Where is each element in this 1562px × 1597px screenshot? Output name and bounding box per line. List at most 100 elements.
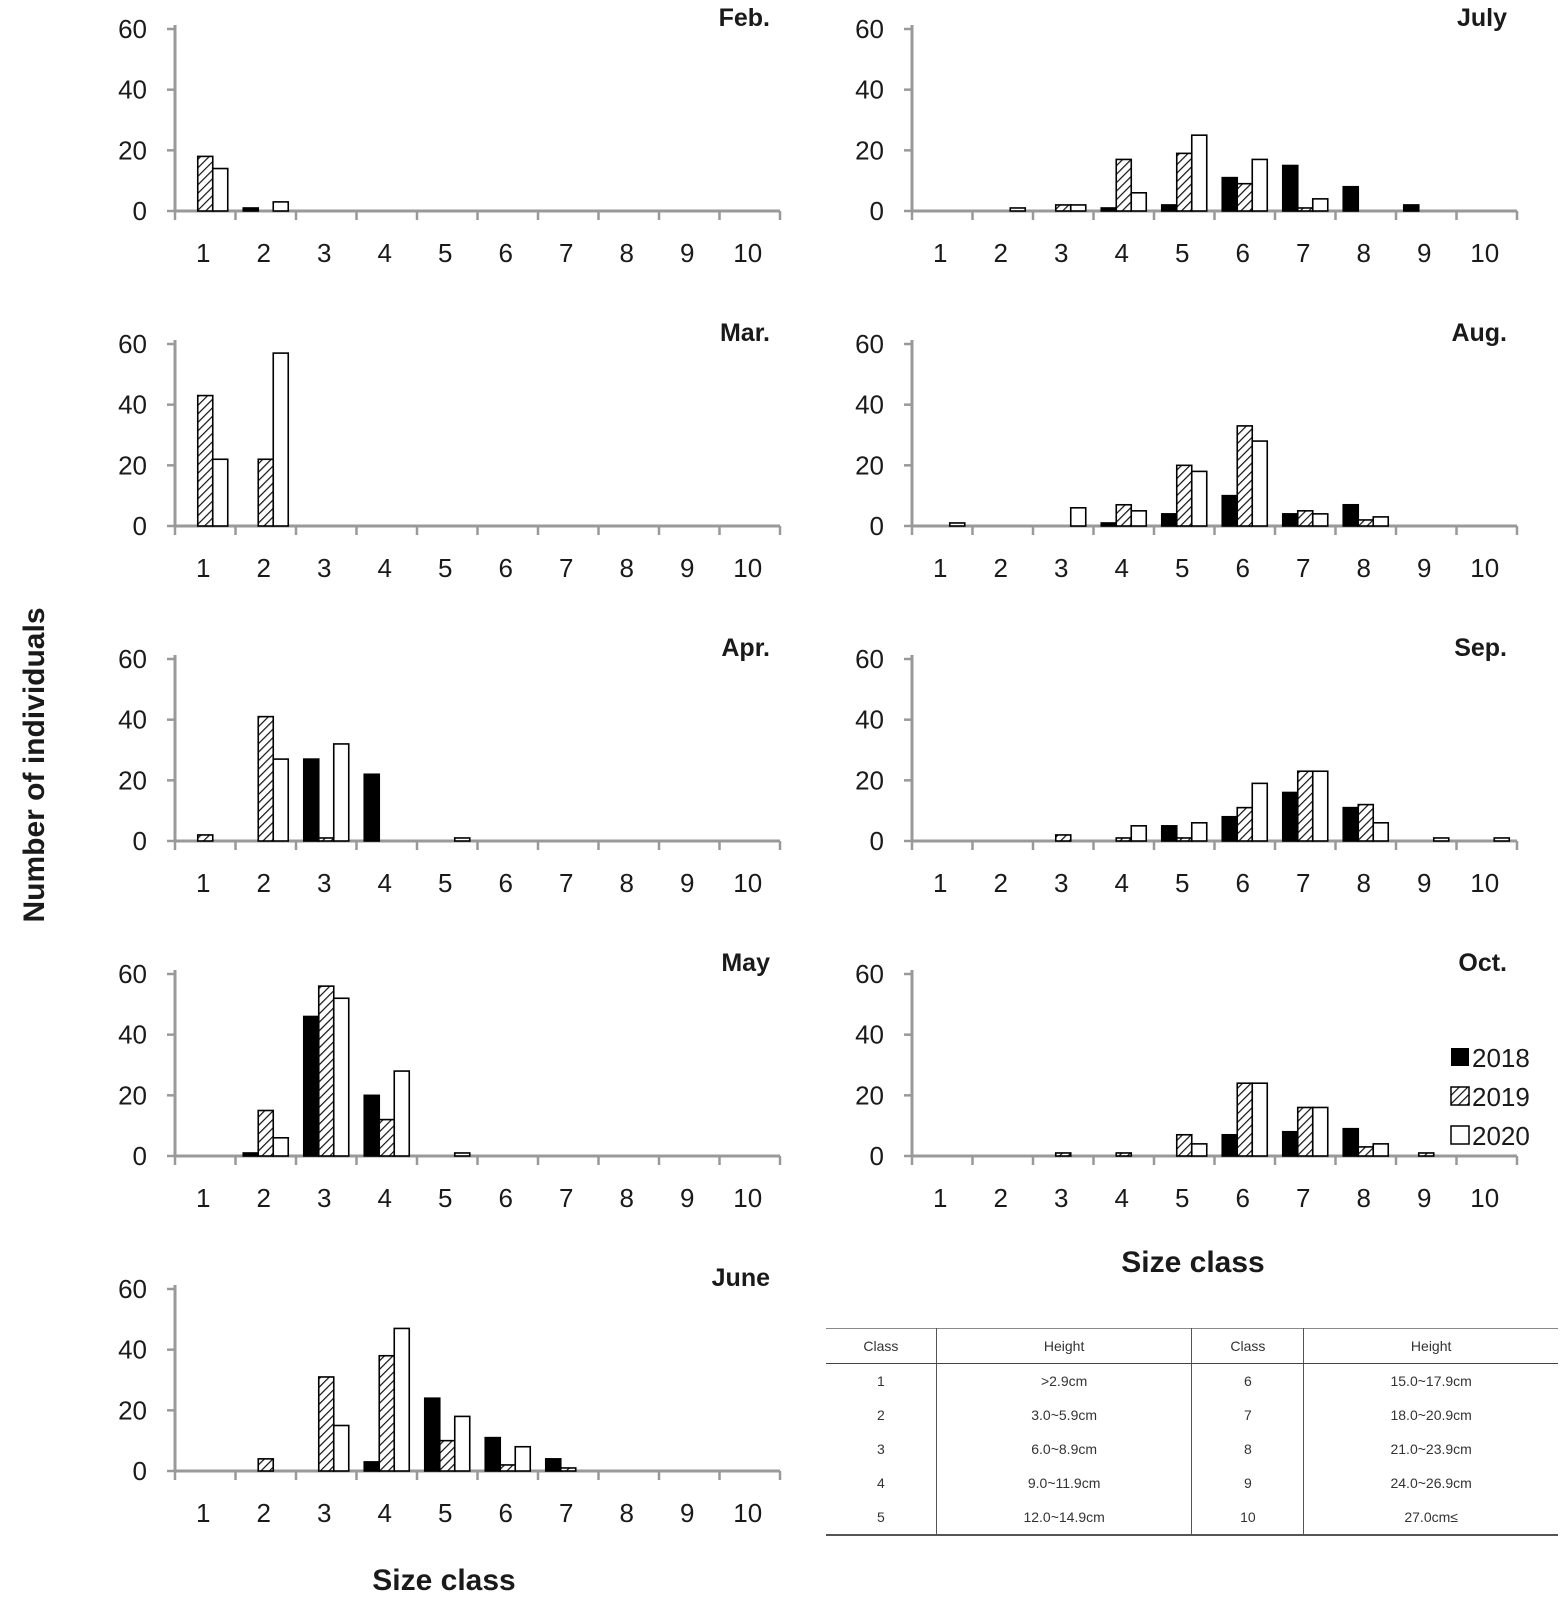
x-tick-label: 8 [1357,553,1371,583]
bar-2019 [499,1464,517,1472]
x-tick-label: 5 [438,1183,452,1213]
x-tick-label: 2 [257,1498,271,1528]
x-tick-label: 1 [933,238,947,268]
table-row: 4 9.0~11.9cm 9 24.0~26.9cm [826,1466,1558,1500]
bar-2018 [1100,207,1118,212]
y-tick-label: 40 [118,390,147,420]
bar-2018 [242,1152,260,1157]
bar-2018 [1221,176,1239,212]
x-tick-label: 4 [378,868,392,898]
x-tick-label: 2 [257,1183,271,1213]
bar-2018 [1342,1127,1360,1157]
panel-sep: 0 20 40 60 1 2 3 4 5 6 7 8 9 10 Sep. [855,634,1519,898]
y-tick-label: 0 [870,196,884,226]
legend-label-2019: 2019 [1472,1082,1530,1112]
y-tick-label: 0 [870,1141,884,1171]
bar-2019 [257,715,275,842]
x-tick-label: 1 [933,868,947,898]
bar-2018 [1342,503,1360,527]
panel-title: Oct. [1458,949,1507,977]
x-tick-label: 1 [196,1498,210,1528]
x-tick-label: 7 [1296,238,1310,268]
bar-2020 [948,522,966,527]
table-cell: 1 [876,1373,885,1389]
panel-may: 0 20 40 60 1 2 3 4 5 6 7 8 9 10 May [118,949,782,1213]
x-tick-label: 8 [620,238,634,268]
bar-2019 [378,1354,396,1472]
bar-2020 [1190,1143,1208,1157]
bar-2020 [1069,204,1087,212]
bar-2020 [1130,192,1148,212]
table-cell: 5 [876,1509,885,1525]
x-tick-label: 8 [620,553,634,583]
legend-swatch-2019 [1450,1086,1470,1106]
bar-2020 [211,458,229,527]
y-tick-label: 60 [118,14,147,44]
bar-2019 [1115,837,1133,842]
bar-2020 [332,1424,350,1472]
x-tick-label: 2 [994,1183,1008,1213]
bar-2019 [1054,1152,1072,1157]
table-header-row: Class Height Class Height [826,1328,1558,1364]
x-tick-label: 6 [1236,868,1250,898]
bar-2019 [196,155,214,212]
bar-2019 [1417,1152,1435,1157]
x-tick-label: 1 [196,1183,210,1213]
table-row: 2 3.0~5.9cm 7 18.0~20.9cm [826,1398,1558,1432]
bar-2018 [363,1094,381,1157]
bar-2019 [1236,1082,1254,1157]
y-tick-label: 0 [870,511,884,541]
x-tick-label: 9 [1417,1183,1431,1213]
x-tick-label: 9 [680,1183,694,1213]
legend: 2018 2019 2020 [1450,1043,1530,1151]
bar-2019 [1296,510,1314,527]
x-tick-label: 6 [499,1498,513,1528]
x-tick-label: 5 [438,1498,452,1528]
x-tick-label: 10 [1470,868,1499,898]
x-tick-label: 2 [994,553,1008,583]
x-axis-title-right: Size class [1121,1246,1264,1279]
bar-2018 [1402,204,1420,212]
bar-2020 [1251,158,1269,212]
panel-aug: 0 20 40 60 1 2 3 4 5 6 7 8 9 10 Aug. [855,319,1519,583]
bar-2020 [1493,837,1511,842]
bar-2020 [1009,207,1027,212]
y-tick-label: 60 [855,644,884,674]
x-tick-label: 3 [1054,238,1068,268]
bar-2019 [317,837,335,842]
table-cell: 8 [1191,1432,1304,1466]
table-cell: 4 [876,1475,885,1491]
table-header-height: Height [1303,1328,1558,1364]
y-tick-label: 60 [118,1274,147,1304]
bar-2019 [1357,519,1375,527]
x-tick-label: 10 [1470,553,1499,583]
bar-2020 [1251,782,1269,842]
bar-2019 [317,1376,335,1472]
bar-2018 [363,773,381,842]
bar-2019 [1357,1146,1375,1157]
x-tick-label: 6 [499,1183,513,1213]
x-tick-label: 3 [317,553,331,583]
x-axis-title-left: Size class [372,1564,515,1597]
x-tick-label: 10 [733,1498,762,1528]
bar-2020 [1372,516,1390,527]
bar-2020 [393,1327,411,1472]
y-tick-label: 20 [855,450,884,480]
x-tick-label: 10 [733,868,762,898]
bar-2018 [1281,513,1299,527]
bar-2020 [1372,1143,1390,1157]
table-row: 5 12.0~14.9cm 10 27.0cm≤ [826,1500,1558,1535]
x-tick-label: 8 [620,1183,634,1213]
bar-2018 [1160,204,1178,212]
size-class-table: Class Height Class Height 1 >2.9cm 6 15.… [826,1328,1558,1536]
y-tick-label: 60 [855,14,884,44]
x-tick-label: 6 [1236,238,1250,268]
bar-2020 [453,837,471,842]
panel-june: 0 20 40 60 1 2 3 4 5 6 7 8 9 10 June [118,1264,782,1528]
y-tick-label: 20 [118,765,147,795]
bar-2019 [1115,503,1133,527]
table-cell: 12.0~14.9cm [935,1500,1192,1535]
bar-2020 [1069,506,1087,527]
table-cell: 9.0~11.9cm [935,1466,1192,1500]
x-tick-label: 5 [1175,868,1189,898]
